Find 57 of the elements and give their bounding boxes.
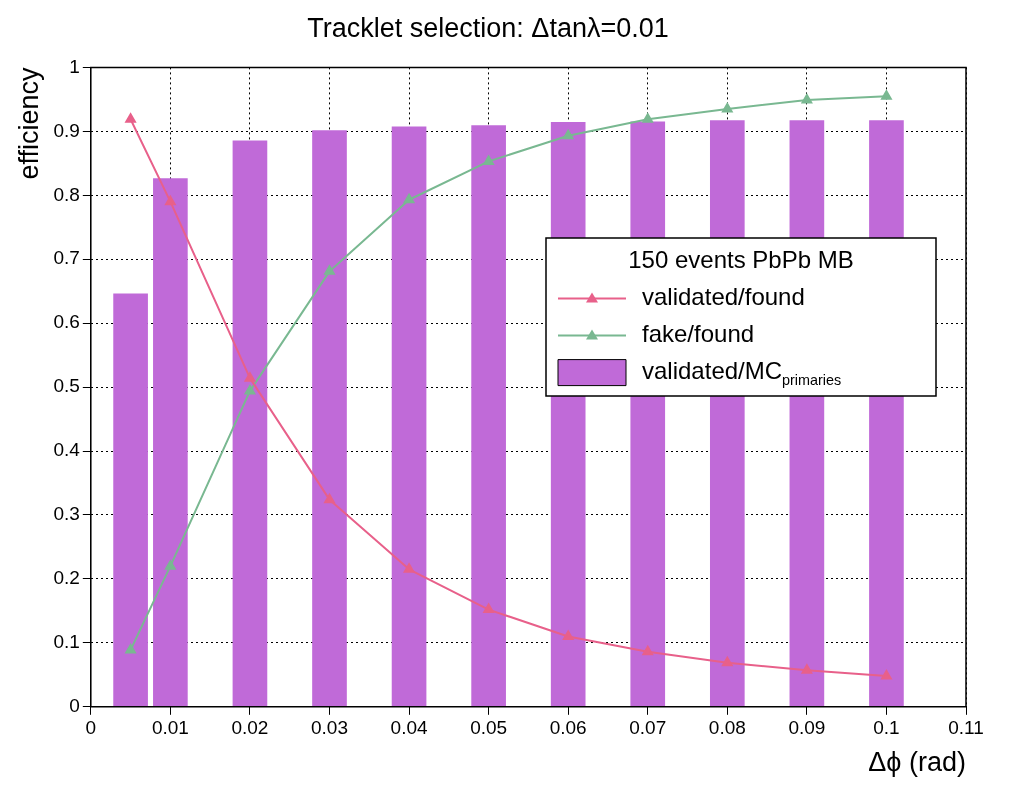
y-tick-label: 0.2	[53, 567, 80, 589]
point	[881, 670, 892, 680]
y-tick-label: 0.7	[53, 247, 80, 269]
point	[721, 102, 733, 113]
bar	[391, 126, 427, 707]
y-axis-title: efficiency	[13, 66, 44, 180]
point	[483, 155, 494, 165]
point	[324, 265, 335, 275]
x-tick-label: 0.07	[629, 717, 667, 739]
y-tick-label: 0.1	[53, 631, 80, 653]
point	[244, 372, 256, 382]
bar	[312, 130, 347, 707]
bar	[471, 125, 506, 707]
x-tick-label: 0.08	[708, 717, 746, 739]
point	[801, 664, 813, 674]
point	[165, 195, 176, 206]
y-tick-label: 0.3	[53, 503, 80, 525]
legend-label: fake/found	[642, 320, 755, 348]
y-tick-label: 0.4	[53, 439, 81, 461]
x-tick-label: 0.09	[788, 717, 826, 739]
point	[483, 603, 494, 614]
y-tick-label: 0.5	[53, 375, 80, 397]
y-tick-label: 0.6	[53, 311, 80, 333]
point	[642, 113, 654, 123]
y-tick-label: 0	[69, 695, 80, 717]
point	[125, 113, 136, 123]
point	[165, 560, 176, 570]
bar	[232, 140, 268, 707]
x-tick-label: 0.05	[470, 717, 508, 739]
bar	[113, 293, 148, 707]
x-tick-label: 0.06	[549, 717, 587, 739]
point	[801, 94, 813, 104]
legend-label: validated/found	[642, 283, 805, 311]
y-tick-label: 0.9	[53, 119, 80, 141]
point	[125, 643, 136, 654]
x-tick-label: 0.04	[390, 717, 428, 739]
x-tick-label: 0	[85, 717, 97, 739]
x-tick-label: 0.1	[873, 717, 900, 739]
x-axis-title: Δϕ (rad)	[868, 747, 966, 778]
x-tick-label: 0.11	[948, 717, 984, 739]
x-tick-label: 0.02	[231, 717, 269, 739]
bar	[153, 178, 188, 707]
point	[642, 645, 654, 656]
x-tick-label: 0.03	[311, 717, 348, 739]
chart-title: Tracklet selection: Δtanλ=0.01	[307, 12, 669, 43]
point	[403, 563, 415, 573]
x-tick-label: 0.01	[151, 717, 189, 739]
y-tick-label: 1	[69, 55, 80, 77]
point	[881, 90, 892, 100]
point	[562, 129, 574, 140]
point	[721, 656, 733, 667]
legend-title: 150 events PbPb MB	[628, 246, 854, 274]
point	[244, 384, 256, 395]
point	[403, 193, 415, 204]
point	[562, 630, 574, 640]
y-tick-label: 0.8	[53, 183, 80, 205]
point	[324, 493, 335, 504]
